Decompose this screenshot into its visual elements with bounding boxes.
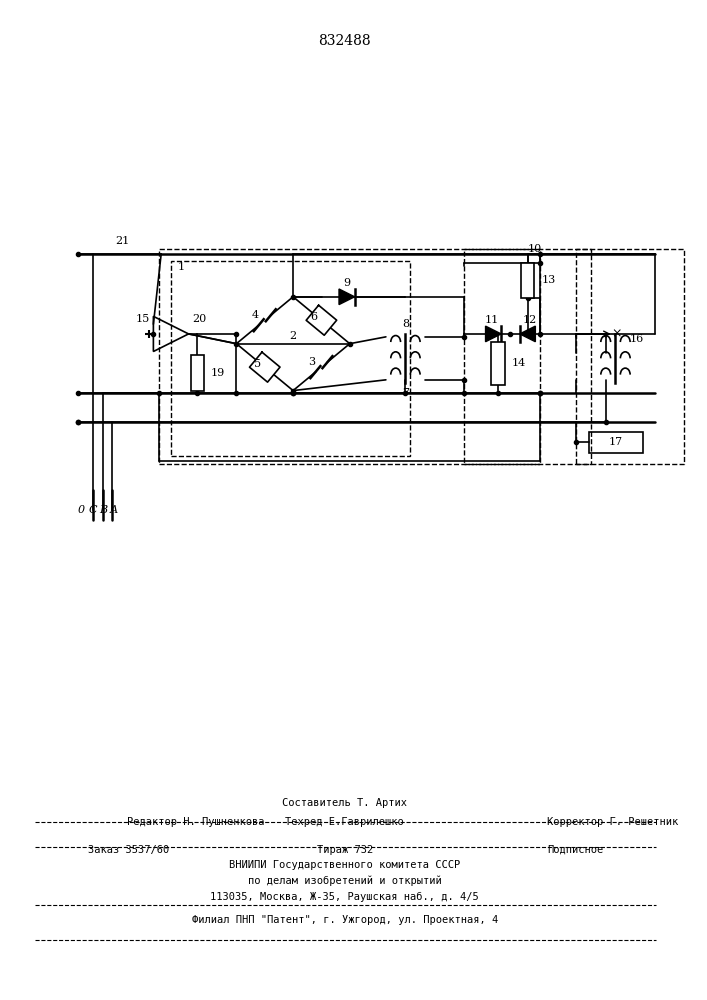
Text: 13: 13: [542, 275, 556, 285]
Text: Техред Е.Гаврилешко: Техред Е.Гаврилешко: [286, 817, 404, 827]
Polygon shape: [486, 326, 501, 342]
Text: 6: 6: [310, 312, 317, 322]
Bar: [190, 355, 204, 391]
Text: 19: 19: [211, 368, 226, 378]
Bar: [491, 342, 505, 385]
Text: 21: 21: [115, 236, 129, 246]
Text: 12: 12: [522, 315, 537, 325]
Polygon shape: [250, 352, 280, 382]
Bar: [589, 432, 643, 453]
Text: 7: 7: [402, 388, 409, 398]
Text: Составитель Т. Артих: Составитель Т. Артих: [282, 798, 407, 808]
Text: ×: ×: [612, 327, 621, 340]
Text: 10: 10: [527, 244, 542, 254]
Text: 17: 17: [609, 437, 623, 447]
Text: 0: 0: [78, 505, 85, 515]
Text: 4: 4: [252, 310, 259, 320]
Text: 11: 11: [484, 315, 498, 325]
Bar: [521, 263, 534, 298]
Text: 2: 2: [290, 331, 297, 341]
Text: 14: 14: [512, 358, 526, 368]
Text: 8: 8: [402, 319, 409, 329]
Text: по делам изобретений и открытий: по делам изобретений и открытий: [248, 876, 442, 886]
Text: 1: 1: [177, 262, 185, 272]
Bar: [576, 249, 684, 464]
Text: Корректор Г. Решетник: Корректор Г. Решетник: [547, 817, 678, 827]
Text: 113035, Москва, Ж-35, Раушская наб., д. 4/5: 113035, Москва, Ж-35, Раушская наб., д. …: [211, 892, 479, 902]
Text: 832488: 832488: [319, 34, 371, 48]
Bar: [464, 249, 591, 464]
Bar: [171, 261, 410, 456]
Text: 20: 20: [192, 314, 206, 324]
Text: А: А: [110, 505, 119, 515]
Text: Заказ 3537/60: Заказ 3537/60: [88, 845, 169, 855]
Polygon shape: [306, 305, 337, 335]
Text: 9: 9: [344, 278, 351, 288]
Text: 15: 15: [135, 314, 149, 324]
Text: 5: 5: [254, 359, 261, 369]
Polygon shape: [339, 289, 355, 305]
Text: В: В: [100, 505, 107, 515]
Text: Подписное: Подписное: [547, 845, 603, 855]
Bar: [159, 249, 540, 464]
Text: Редактор Н. Пушненкова: Редактор Н. Пушненкова: [127, 817, 264, 827]
Text: 16: 16: [630, 334, 644, 344]
Text: ВНИИПИ Государственного комитета СССР: ВНИИПИ Государственного комитета СССР: [229, 860, 460, 870]
Text: 3: 3: [308, 357, 315, 367]
Text: Филиал ПНП "Патент", г. Ужгород, ул. Проектная, 4: Филиал ПНП "Патент", г. Ужгород, ул. Про…: [192, 915, 498, 925]
Polygon shape: [520, 326, 535, 342]
Text: С: С: [88, 505, 97, 515]
Text: Тираж 732: Тираж 732: [317, 845, 373, 855]
